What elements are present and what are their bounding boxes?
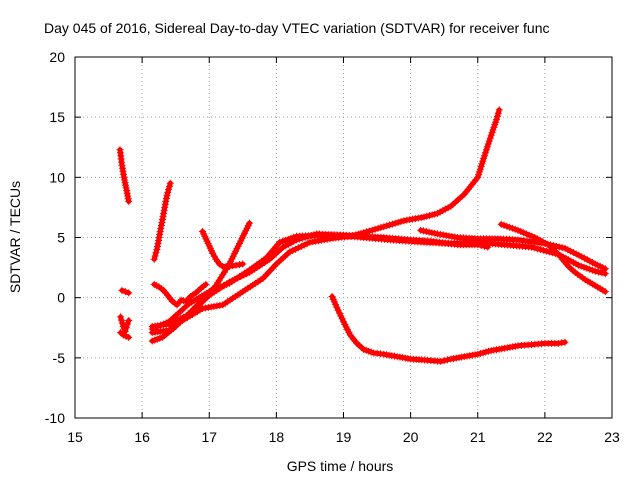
series-markers xyxy=(117,313,133,335)
series-markers xyxy=(328,293,569,365)
y-tick-label: -5 xyxy=(53,350,66,366)
series-arc-5 xyxy=(150,179,174,263)
series-markers xyxy=(117,329,133,341)
y-tick-label: -10 xyxy=(45,410,65,426)
series-markers xyxy=(150,280,210,309)
series-arc-4 xyxy=(117,329,133,341)
series-arc-3 xyxy=(117,313,133,335)
series-line xyxy=(149,232,491,332)
data-series xyxy=(116,106,609,365)
series-arc-14 xyxy=(328,293,569,365)
x-tick-label: 20 xyxy=(403,429,419,445)
x-tick-label: 16 xyxy=(134,429,150,445)
series-arc-1 xyxy=(116,146,133,205)
x-tick-label: 21 xyxy=(470,429,486,445)
y-tick-label: 0 xyxy=(57,290,65,306)
series-markers xyxy=(116,146,133,205)
series-markers xyxy=(497,220,609,296)
series-arc-13 xyxy=(497,220,609,296)
x-tick-label: 22 xyxy=(537,429,553,445)
y-tick-label: 5 xyxy=(57,230,65,246)
y-tick-label: 15 xyxy=(49,109,65,125)
x-tick-label: 19 xyxy=(336,429,352,445)
axis-ticks: 15 16 17 18 19 20 21 22 23 -10 -5 0 5 10 15 20 xyxy=(45,49,620,445)
y-tick-label: 20 xyxy=(49,49,65,65)
series-markers xyxy=(148,106,503,337)
series-markers xyxy=(150,179,174,263)
x-tick-label: 18 xyxy=(269,429,285,445)
series-line xyxy=(118,330,132,340)
x-tick-label: 17 xyxy=(201,429,217,445)
y-axis-label: SDTVAR / TECUs xyxy=(7,181,23,293)
y-tick-label: 10 xyxy=(49,169,65,185)
x-tick-label: 15 xyxy=(67,429,83,445)
x-axis-label: GPS time / hours xyxy=(287,458,394,474)
series-arc-11 xyxy=(148,231,492,333)
series-markers xyxy=(118,286,133,297)
series-arc-2 xyxy=(118,286,133,297)
series-markers xyxy=(148,231,492,333)
series-arc-6 xyxy=(150,280,210,309)
chart-title: Day 045 of 2016, Sidereal Day-to-day VTE… xyxy=(44,20,550,36)
x-tick-label: 23 xyxy=(604,429,620,445)
